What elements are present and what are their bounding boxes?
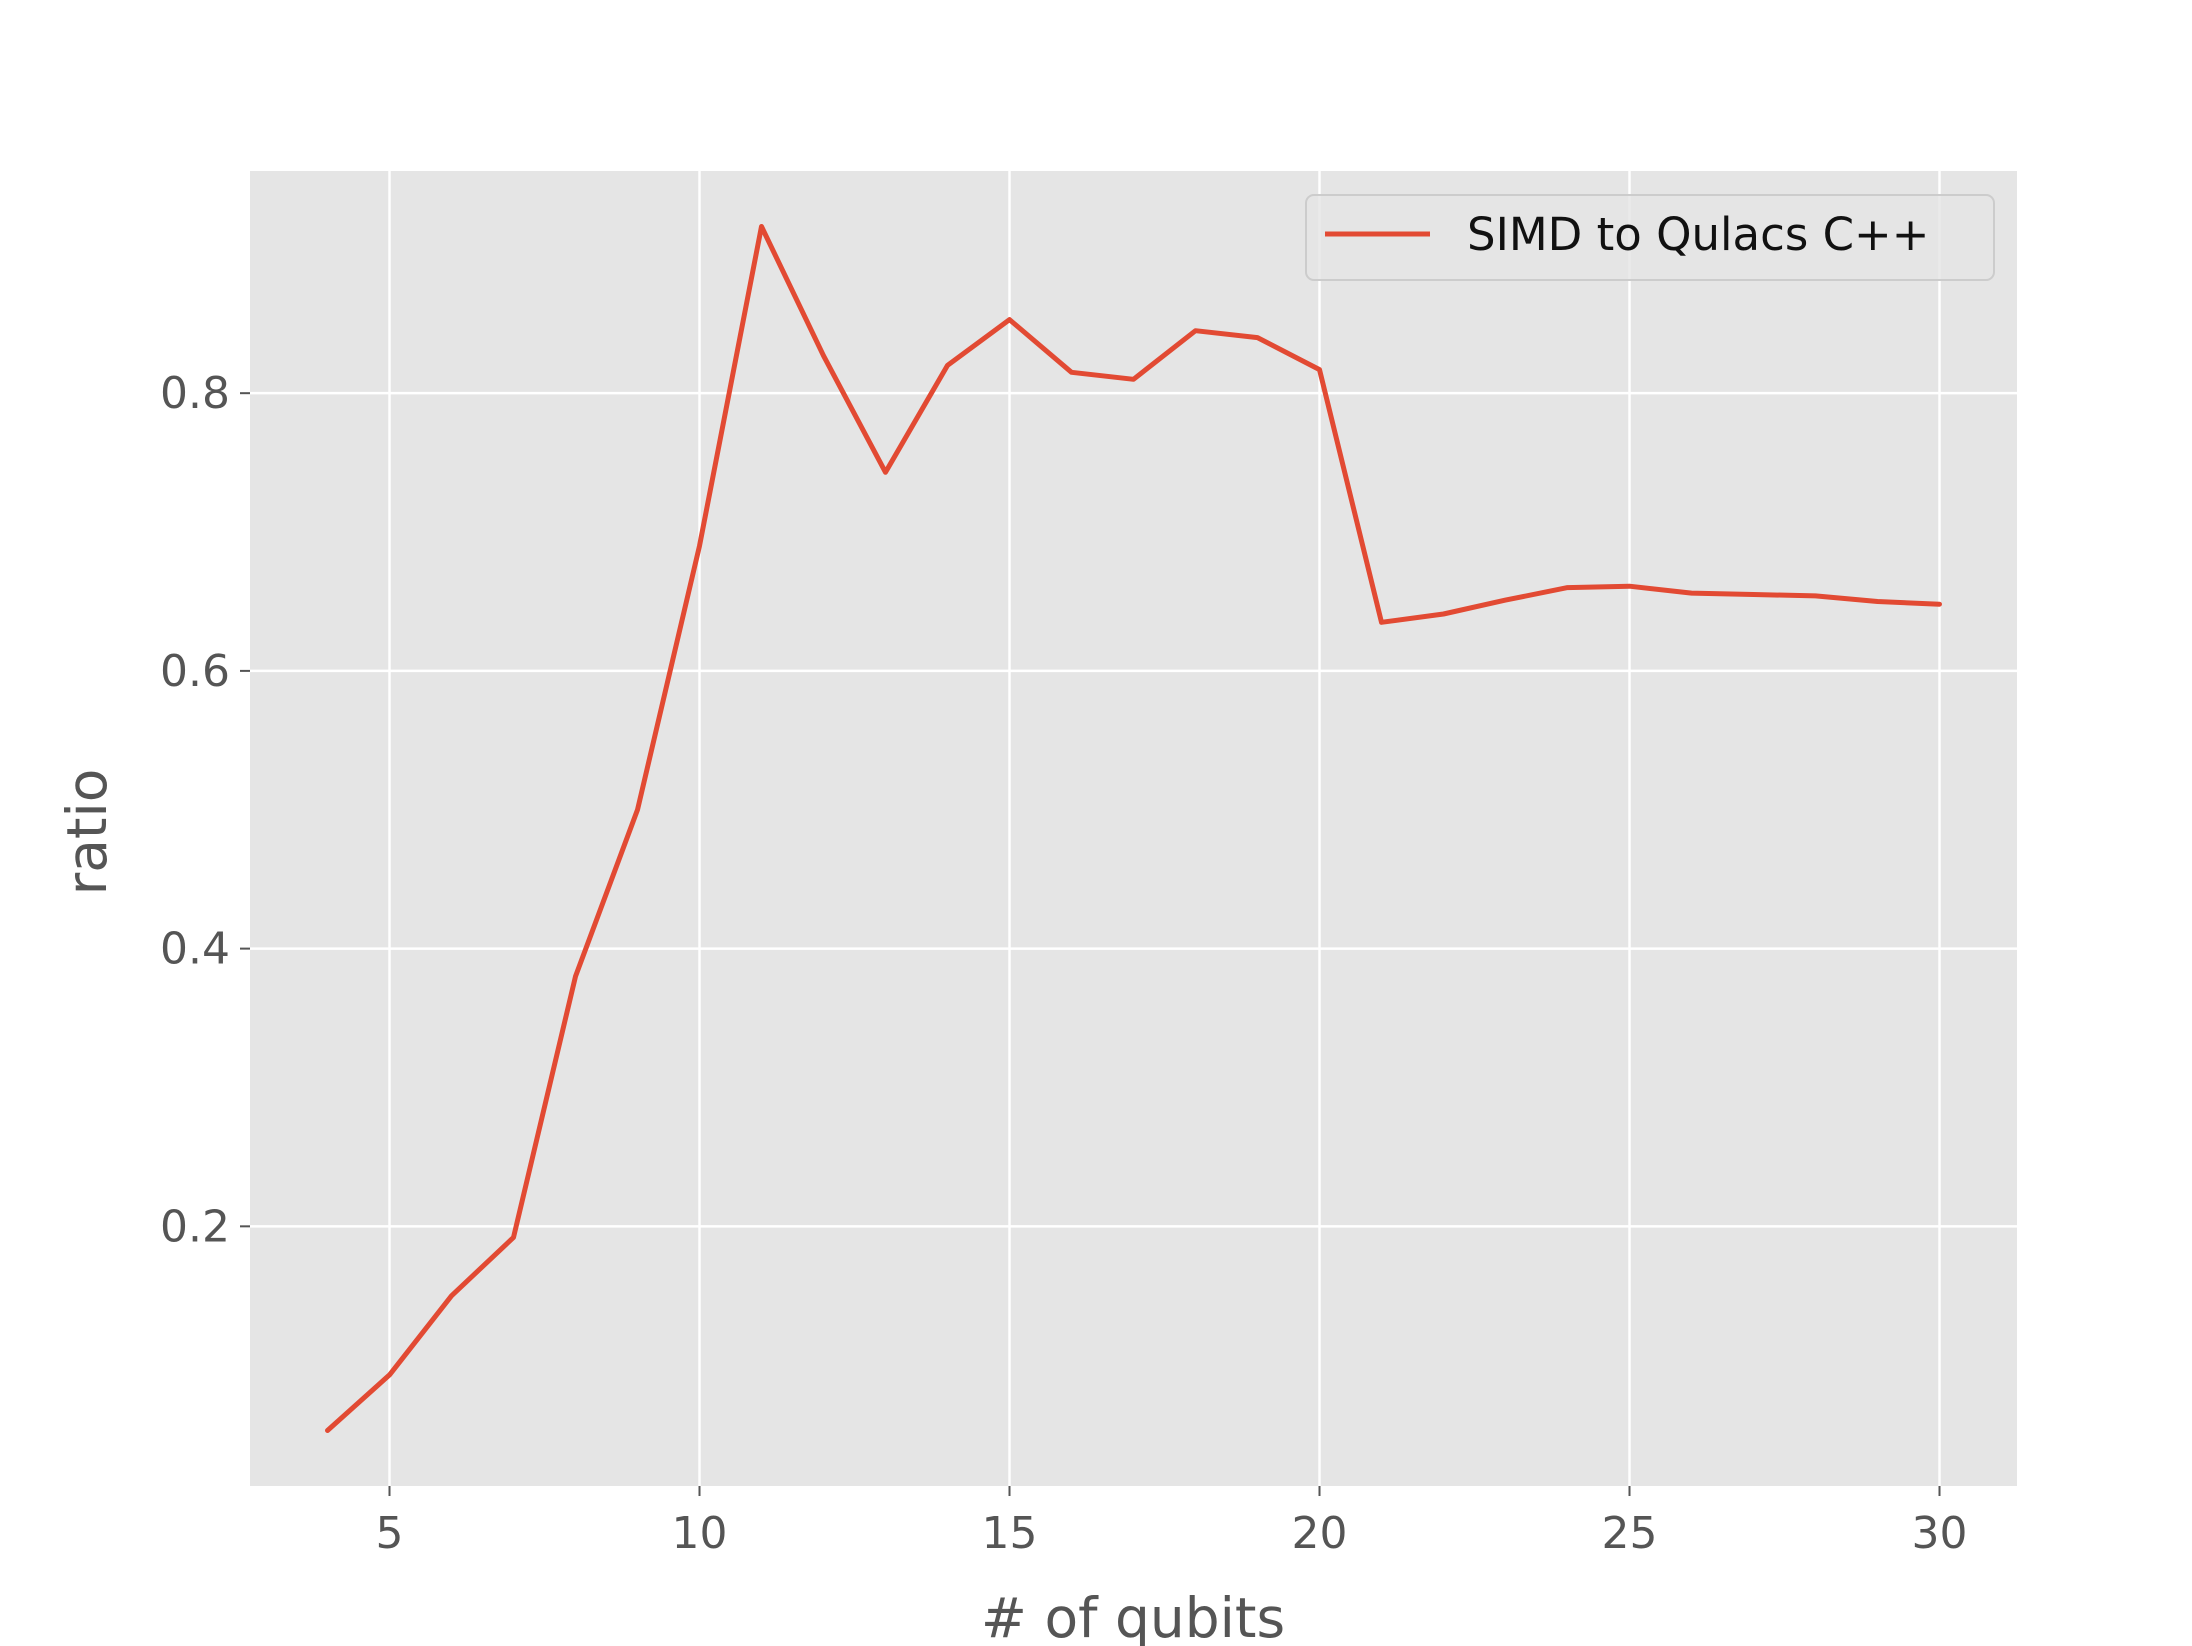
plot-background <box>250 171 2017 1486</box>
x-tick-label: 25 <box>1602 1508 1658 1559</box>
y-tick-label: 0.4 <box>160 924 230 975</box>
x-tick-label: 5 <box>376 1508 404 1559</box>
x-tick-label: 30 <box>1912 1508 1968 1559</box>
x-tick-label: 15 <box>982 1508 1038 1559</box>
y-axis-label: ratio <box>55 769 119 896</box>
axis-ticks: 5 10 15 20 25 30 0.2 0.4 0.6 0.8 <box>160 368 1967 1559</box>
y-tick-label: 0.2 <box>160 1201 230 1252</box>
y-tick-label: 0.8 <box>160 368 230 419</box>
x-axis-label: # of qubits <box>981 1586 1285 1646</box>
grid-lines <box>250 171 2017 1486</box>
x-tick-label: 10 <box>672 1508 728 1559</box>
series-line <box>325 224 1942 1433</box>
legend-label: SIMD to Qulacs C++ <box>1467 208 1929 261</box>
series-lines <box>325 224 1942 1433</box>
legend: SIMD to Qulacs C++ <box>1305 194 1995 281</box>
legend-box <box>1305 194 1995 281</box>
x-tick-label: 20 <box>1292 1508 1348 1559</box>
y-tick-label: 0.6 <box>160 646 230 697</box>
